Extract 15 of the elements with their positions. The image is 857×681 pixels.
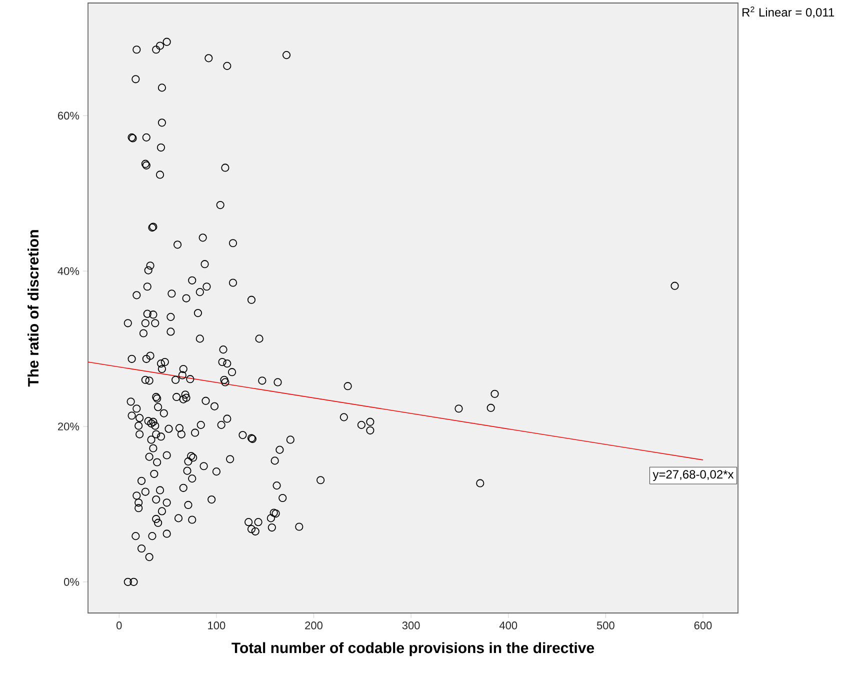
x-tick-label: 100 — [208, 622, 226, 630]
x-tick-label: 0 — [116, 622, 122, 630]
x-tick-label: 200 — [305, 622, 322, 630]
x-axis-title: Total number of codable provisions in the directive — [232, 642, 594, 656]
annotation: y=27,68-0,02*x — [652, 470, 734, 481]
y-tick-label: 60% — [58, 112, 80, 120]
x-tick-label: 500 — [596, 622, 614, 630]
x-tick-label: 300 — [402, 622, 420, 630]
y-tick-label: 40% — [58, 267, 80, 275]
x-tick-label: 600 — [694, 622, 712, 630]
y-axis-title: The ratio of discretion — [28, 230, 39, 387]
y-tick-label: 20% — [58, 422, 80, 430]
y-tick-label: 0% — [64, 578, 80, 586]
x-tick-label: 400 — [499, 622, 518, 630]
text: R$^{2}$ Linear = 0,011 — [742, 6, 834, 18]
